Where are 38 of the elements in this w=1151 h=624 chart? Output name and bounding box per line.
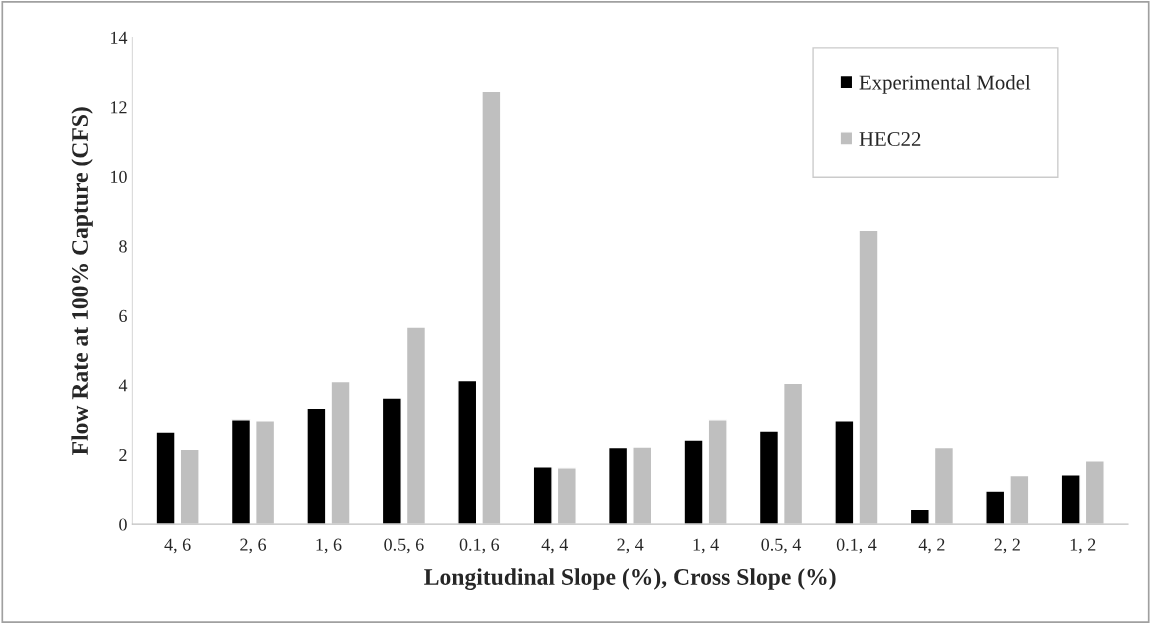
x-tick-label: 4, 4 bbox=[541, 538, 569, 554]
x-tick-label: 0.1, 4 bbox=[836, 538, 877, 554]
bar bbox=[155, 431, 176, 525]
y-tick-label: 10 bbox=[111, 170, 127, 183]
bar bbox=[230, 419, 252, 525]
bar bbox=[306, 407, 327, 525]
bar bbox=[381, 397, 402, 525]
x-tick-label: 2, 6 bbox=[240, 538, 267, 554]
legend-label: Experimental Model bbox=[859, 74, 1031, 94]
y-tick-label: 12 bbox=[111, 101, 127, 114]
y-tick-label: 8 bbox=[119, 240, 127, 253]
x-tick-label: 4, 2 bbox=[918, 538, 945, 554]
bar bbox=[834, 420, 855, 525]
x-tick-label: 1, 2 bbox=[1070, 538, 1096, 554]
bar bbox=[909, 508, 930, 525]
legend-label: HEC22 bbox=[859, 131, 921, 146]
x-tick-label: 2, 4 bbox=[617, 538, 644, 554]
y-tick-label: 0 bbox=[119, 518, 127, 531]
bar bbox=[532, 466, 553, 525]
y-axis-title: Flow Rate at 100% Capture (CFS) bbox=[71, 107, 93, 455]
bar bbox=[457, 379, 478, 525]
bar bbox=[607, 446, 629, 525]
x-tick-label: 1, 6 bbox=[316, 538, 342, 554]
bar bbox=[985, 490, 1006, 525]
y-tick-label: 14 bbox=[111, 31, 128, 44]
bar bbox=[683, 439, 704, 525]
x-tick-label: 4, 6 bbox=[164, 538, 191, 554]
bar bbox=[758, 430, 780, 525]
x-tick-label: 1, 4 bbox=[693, 538, 719, 554]
x-tick-label: 0.1, 6 bbox=[459, 538, 500, 554]
y-tick-label: 6 bbox=[119, 309, 127, 323]
x-tick-label: 2, 2 bbox=[994, 538, 1020, 554]
y-tick-label: 4 bbox=[118, 379, 128, 392]
bar bbox=[1060, 474, 1081, 525]
x-tick-label: 0.5, 6 bbox=[384, 538, 424, 554]
x-tick-label: 0.5, 4 bbox=[761, 538, 802, 554]
x-axis-title: Longitudinal Slope (%), Cross Slope (%) bbox=[424, 568, 836, 590]
y-tick-label: 2 bbox=[119, 448, 127, 461]
